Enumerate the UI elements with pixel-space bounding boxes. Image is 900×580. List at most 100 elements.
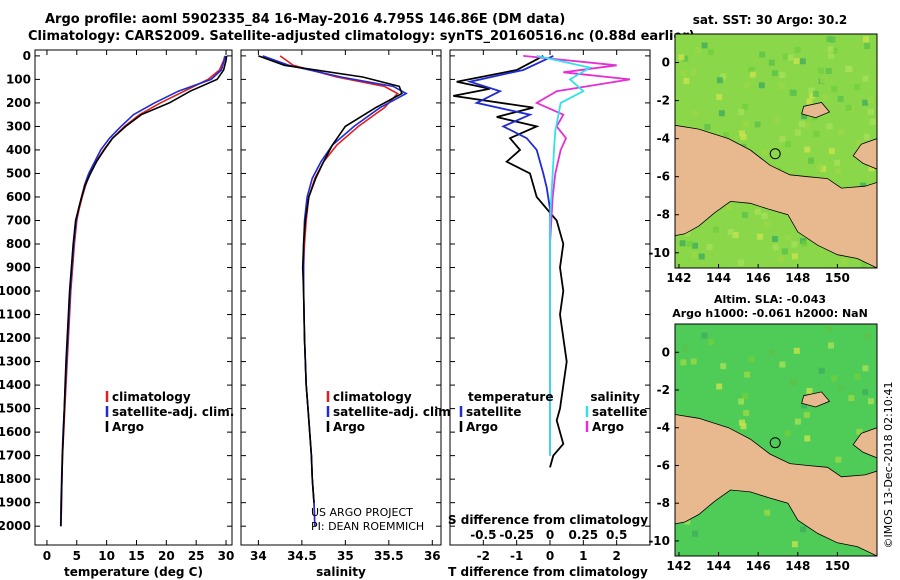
map-y-tick-label: -10 (648, 534, 670, 548)
sea-pixel (712, 226, 719, 233)
sea-pixel (789, 89, 796, 96)
sea-pixel (808, 157, 815, 164)
temperature-axis-label: temperature (deg C) (64, 565, 203, 579)
sea-pixel (791, 253, 798, 260)
map-y-tick-label: -10 (648, 246, 670, 260)
sea-pixel (791, 541, 798, 548)
land-new-guinea (674, 414, 878, 557)
sea-pixel (819, 77, 826, 84)
x-tick-label-temperature: 10 (98, 549, 115, 563)
sea-pixel (803, 122, 810, 129)
sea-pixel (794, 46, 801, 53)
sea-pixel (793, 58, 800, 64)
salinity-legend-0-label: climatology (333, 390, 412, 404)
sea-pixel (831, 47, 838, 54)
salinity-legend-2-label: Argo (333, 420, 365, 434)
sea-pixel (716, 77, 723, 84)
sea-pixel (831, 86, 838, 92)
y-tick-label-depth: 1400 (0, 378, 31, 392)
sea-pixel (856, 139, 863, 146)
sea-pixel (806, 98, 813, 105)
salinity-axis-label: salinity (316, 565, 366, 579)
figure-title-line1: Argo profile: aoml 5902335_84 16-May-201… (45, 12, 566, 27)
x-tick-label-salinity: 35.5 (374, 549, 404, 563)
map-x-tick-label: 148 (785, 271, 810, 285)
sea-pixel (829, 36, 836, 43)
sea-pixel (686, 240, 693, 247)
sea-pixel (828, 52, 834, 59)
sea-pixel (837, 95, 844, 102)
map-y-tick-label: -2 (657, 383, 670, 397)
y-tick-label-depth: 900 (6, 261, 31, 275)
sea-pixel (869, 118, 876, 125)
temperature-legend-2-label: Argo (112, 420, 144, 434)
sea-pixel (759, 51, 766, 58)
sea-pixel (695, 47, 701, 53)
y-tick-label-depth: 1100 (0, 308, 31, 322)
y-tick-label-depth: 1600 (0, 425, 31, 439)
land-new-ireland (801, 102, 831, 119)
panel-frame-salinity (240, 49, 442, 546)
map-y-tick-label: -8 (657, 208, 670, 222)
argo-position-marker (769, 437, 781, 449)
diff-series-temperature-argo (453, 55, 568, 468)
map-sst-title: sat. SST: 30 Argo: 30.2 (693, 13, 847, 27)
sea-pixel (854, 84, 861, 91)
map-y-tick-label: -8 (657, 496, 670, 510)
sea-pixel (825, 68, 832, 74)
y-tick-label-depth: 1000 (0, 284, 31, 298)
sea-pixel (862, 99, 869, 106)
map-y-tick-label: -4 (657, 421, 670, 435)
sea-pixel (761, 212, 768, 219)
sea-pixel (707, 49, 714, 56)
sea-pixel (812, 90, 819, 97)
sea-pixel (732, 232, 739, 238)
sea-pixel (848, 395, 855, 402)
map-x-tick-label: 148 (785, 559, 810, 573)
sea-pixel (680, 69, 687, 76)
x-tick-label-temperature: 5 (73, 549, 81, 563)
sea-pixel (772, 244, 779, 251)
annotation-us-argo: US ARGO PROJECT (311, 506, 413, 519)
x-tick-label-salinity: 36 (424, 549, 441, 563)
sea-pixel (698, 253, 705, 260)
sea-pixel (835, 456, 842, 463)
sea-pixel (789, 379, 796, 386)
sea-pixel (779, 136, 786, 143)
sea-pixel (813, 130, 820, 137)
x-tick-label-salinity: 34.5 (287, 549, 317, 563)
sea-pixel (748, 356, 755, 363)
sea-pixel (785, 234, 792, 241)
imos-watermark: ©IMOS 13-Dec-2018 02:10:41 (882, 382, 895, 549)
sea-pixel (690, 68, 697, 75)
sea-pixel (820, 165, 827, 172)
sea-pixel (754, 121, 761, 128)
map-y-tick-label: 0 (662, 56, 670, 70)
sea-pixel (749, 71, 756, 78)
sea-pixel (799, 58, 806, 65)
map-x-tick-label: 146 (746, 271, 771, 285)
sea-pixel (742, 103, 749, 110)
y-tick-label-depth: 1900 (0, 496, 31, 510)
sea-pixel (742, 393, 749, 400)
sea-pixel (754, 208, 761, 215)
sea-pixel (867, 97, 874, 104)
sea-pixel (816, 164, 823, 171)
sea-pixel (684, 518, 691, 525)
sea-pixel (707, 339, 714, 345)
sea-pixel (801, 113, 808, 120)
panel-frame-temperature (34, 49, 233, 546)
y-tick-label-depth: 0 (23, 49, 31, 63)
map-x-tick-label: 150 (825, 559, 850, 573)
sea-pixel (862, 75, 869, 82)
sea-pixel (867, 108, 874, 115)
sea-pixel (835, 167, 842, 174)
sea-pixel (860, 182, 867, 189)
y-tick-label-depth: 1800 (0, 472, 31, 486)
diff-legend-t-argo-label: Argo (466, 420, 498, 434)
sea-pixel (743, 410, 750, 416)
sea-pixel (868, 165, 875, 172)
sea-pixel (738, 109, 745, 116)
map-x-tick-label: 144 (706, 559, 731, 573)
sea-pixel (828, 342, 834, 349)
